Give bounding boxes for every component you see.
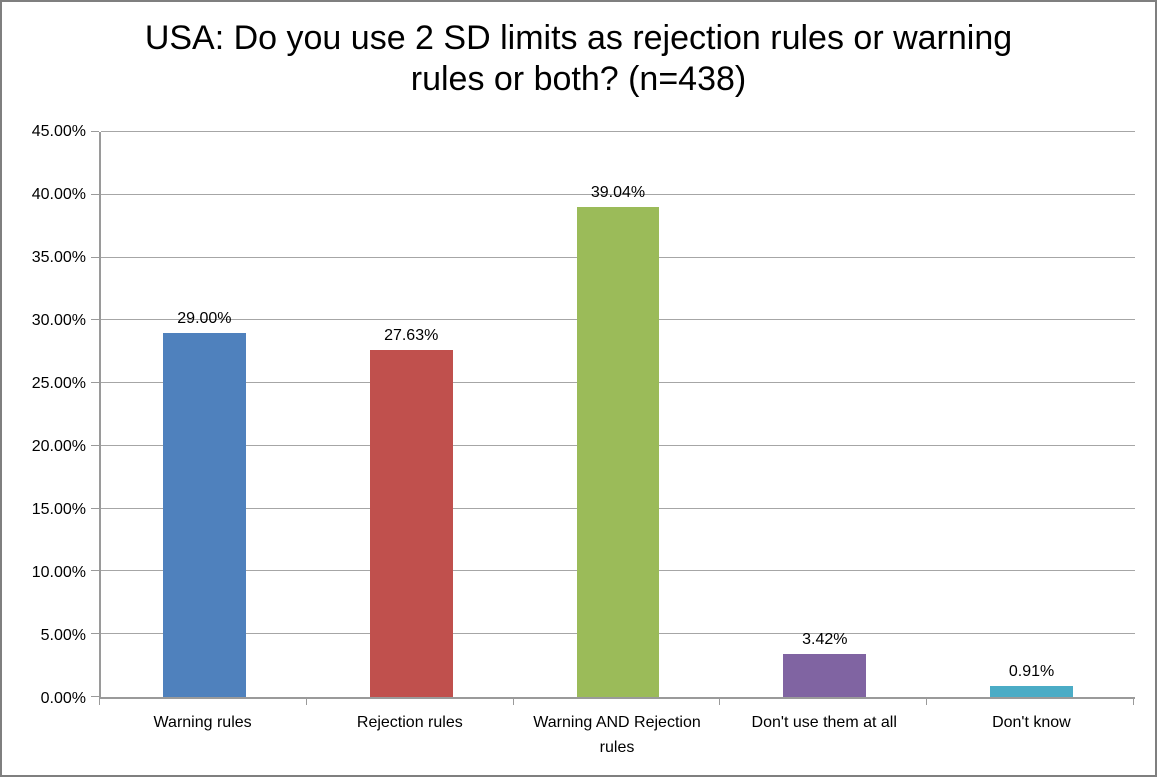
x-axis-category-label: Don't know	[992, 714, 1071, 731]
gridline	[101, 193, 1135, 195]
data-label: 39.04%	[590, 183, 646, 201]
x-axis-tick	[1133, 697, 1134, 705]
y-axis-tick	[91, 633, 99, 635]
category-slot: 29.00%	[101, 132, 308, 697]
x-axis-tick	[99, 697, 100, 705]
y-axis-tick	[91, 256, 99, 258]
data-label: 29.00%	[177, 309, 232, 327]
y-axis-tick-label: 20.00%	[31, 438, 86, 455]
category-slot: 39.04%	[515, 132, 722, 697]
y-axis-tick	[91, 319, 99, 321]
y-axis-tick-label: 10.00%	[31, 564, 86, 581]
bar-don-t-know	[990, 685, 1073, 697]
x-axis-category-label: Don't use them at all	[751, 714, 897, 731]
category-slot: 0.91%	[928, 132, 1135, 697]
y-axis-tick-label: 35.00%	[31, 249, 86, 266]
category-slot: 27.63%	[308, 132, 515, 697]
x-axis-tick	[305, 697, 307, 705]
bar-warning-rules	[163, 332, 246, 697]
y-axis-tick-label: 45.00%	[31, 123, 86, 140]
y-axis-tick	[91, 444, 99, 446]
chart-title-text: USA: Do you use 2 SD limits as rejection…	[144, 19, 1013, 99]
y-axis-tick-label: 30.00%	[31, 312, 86, 329]
y-axis-tick	[91, 570, 99, 572]
x-axis-category-label: Warning AND Rejection rules	[533, 714, 701, 756]
bar-don-t-use-them-at-all	[783, 654, 867, 697]
x-axis: Warning rules Rejection rules Warning AND …	[99, 711, 1135, 761]
chart-title: USA: Do you use 2 SD limits as rejection…	[2, 18, 1155, 101]
category-slot: 3.42%	[721, 132, 928, 697]
bar-rejection-rules	[369, 350, 453, 697]
y-axis-tick-label: 5.00%	[40, 627, 86, 644]
bar-warning-and-rejection-rules	[576, 206, 660, 697]
y-axis-tick-label: 40.00%	[31, 186, 86, 203]
x-axis-category-label: Warning rules	[153, 714, 252, 731]
y-axis-tick-label: 25.00%	[31, 375, 86, 392]
data-label: 0.91%	[1008, 662, 1055, 680]
y-axis-tick	[91, 507, 99, 509]
x-axis-tick	[719, 697, 721, 705]
data-label: 27.63%	[384, 327, 439, 345]
x-axis-category-label: Rejection rules	[356, 714, 463, 731]
y-axis-tick-label: 0.00%	[40, 690, 86, 707]
y-axis-tick	[91, 131, 99, 132]
y-axis: 45.00% 40.00% 35.00% 30.00% 25.00% 20.00% 15.0…	[2, 123, 86, 707]
x-axis-tick	[512, 697, 514, 705]
data-label: 3.42%	[802, 631, 848, 649]
x-axis-tick	[926, 697, 928, 705]
y-axis-tick	[91, 193, 99, 195]
plot-area: 29.00% 27.63% 39.04% 3.42% 0.91%	[91, 131, 1135, 705]
y-axis-tick-label: 15.00%	[31, 501, 86, 518]
y-axis-tick	[91, 382, 99, 384]
gridline	[101, 131, 1135, 132]
y-axis-tick	[91, 696, 99, 697]
